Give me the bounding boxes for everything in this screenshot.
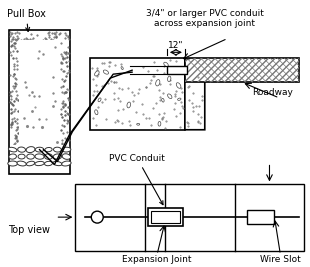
Ellipse shape: [62, 161, 71, 166]
Ellipse shape: [35, 154, 44, 159]
Ellipse shape: [54, 147, 61, 152]
Ellipse shape: [95, 110, 98, 115]
Text: Roadway: Roadway: [253, 88, 293, 97]
Ellipse shape: [53, 161, 62, 166]
Ellipse shape: [27, 154, 34, 159]
Ellipse shape: [53, 154, 62, 159]
Text: Wire Slot: Wire Slot: [260, 255, 301, 264]
Ellipse shape: [158, 121, 161, 126]
Bar: [90, 58, 185, 130]
Bar: [9, 30, 70, 174]
Ellipse shape: [17, 161, 26, 166]
Ellipse shape: [8, 147, 17, 152]
Text: 12": 12": [168, 41, 184, 50]
Text: Pull Box: Pull Box: [7, 9, 46, 32]
Ellipse shape: [18, 147, 25, 152]
Polygon shape: [185, 58, 205, 130]
Ellipse shape: [103, 70, 108, 74]
Ellipse shape: [137, 123, 140, 125]
Bar: [10, 145, 69, 172]
Ellipse shape: [162, 98, 164, 102]
Bar: [246, 210, 274, 224]
Ellipse shape: [121, 66, 123, 69]
Bar: [148, 208, 183, 226]
Ellipse shape: [156, 80, 160, 86]
Bar: [185, 58, 299, 82]
Ellipse shape: [45, 161, 52, 166]
Circle shape: [91, 211, 103, 223]
Text: PVC Conduit: PVC Conduit: [109, 154, 165, 205]
Bar: [167, 66, 187, 74]
Bar: [151, 211, 180, 223]
Ellipse shape: [26, 147, 35, 153]
Ellipse shape: [164, 62, 168, 66]
Ellipse shape: [18, 154, 25, 159]
Ellipse shape: [9, 154, 16, 159]
Ellipse shape: [35, 162, 44, 166]
Ellipse shape: [35, 147, 44, 152]
Ellipse shape: [45, 154, 52, 159]
Ellipse shape: [45, 147, 52, 152]
Ellipse shape: [176, 83, 181, 88]
Bar: [185, 58, 299, 82]
Bar: [75, 184, 304, 251]
Ellipse shape: [98, 98, 101, 102]
Ellipse shape: [8, 161, 17, 166]
Ellipse shape: [62, 154, 71, 159]
Ellipse shape: [178, 98, 181, 100]
Text: 3/4" or larger PVC conduit
across expansion joint: 3/4" or larger PVC conduit across expans…: [146, 9, 264, 28]
Text: Top view: Top view: [8, 225, 50, 235]
Ellipse shape: [62, 147, 71, 152]
Ellipse shape: [167, 76, 171, 81]
Ellipse shape: [168, 94, 172, 99]
Ellipse shape: [95, 71, 99, 76]
Ellipse shape: [26, 161, 35, 166]
Text: Expansion Joint: Expansion Joint: [122, 255, 192, 264]
Bar: [19, 40, 60, 145]
Ellipse shape: [127, 102, 131, 108]
